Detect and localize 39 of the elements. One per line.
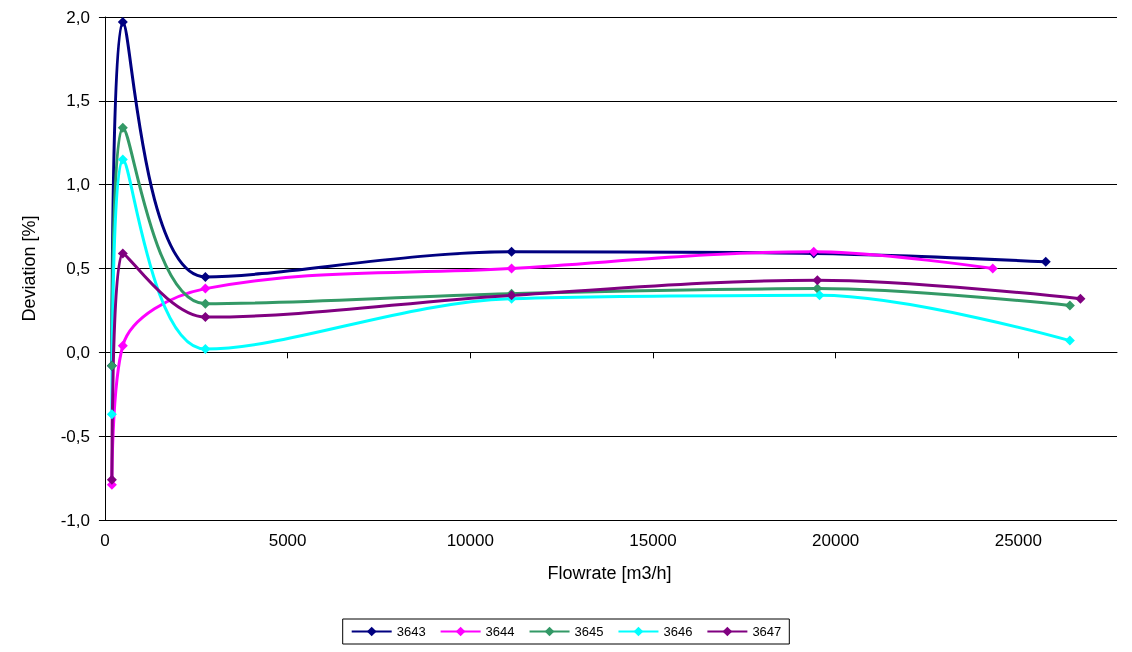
point — [117, 248, 128, 259]
point — [117, 17, 128, 28]
point — [117, 122, 128, 133]
x-tick-label: 5000 — [268, 531, 307, 550]
point — [1064, 300, 1075, 311]
y-tick-label: 1,0 — [66, 175, 90, 195]
point — [1075, 293, 1086, 304]
x-tick-label: 0 — [100, 531, 110, 550]
point — [812, 275, 823, 286]
y-tick-label: 1,5 — [66, 91, 90, 111]
point — [117, 154, 128, 165]
y-tick-label: -1,0 — [60, 510, 90, 530]
point — [117, 340, 128, 351]
point — [506, 246, 517, 257]
point — [1064, 335, 1075, 346]
y-tick-label: 0,5 — [66, 259, 90, 278]
point — [987, 263, 998, 274]
point — [506, 263, 517, 274]
point — [200, 271, 211, 282]
x-tick-label: 10000 — [446, 531, 494, 550]
point — [106, 409, 117, 420]
point — [200, 312, 211, 323]
legend-label: 3644 — [485, 624, 515, 639]
y-tick-label: -0,5 — [60, 426, 90, 446]
point — [200, 283, 211, 294]
y-tick-label: 0,0 — [66, 342, 90, 362]
y-tick-label: 2,0 — [66, 7, 90, 27]
point — [200, 343, 211, 354]
legend-label: 3646 — [663, 624, 693, 639]
x-tick-label: 25000 — [994, 531, 1042, 550]
x-tick-label: 15000 — [629, 531, 677, 550]
legend-label: 3647 — [752, 624, 782, 639]
legend-label: 3643 — [396, 624, 426, 639]
legend-label: 3645 — [574, 624, 604, 639]
y-axis-title: Deviation [%] — [19, 215, 39, 322]
point — [814, 290, 825, 301]
x-axis-title: Flowrate [m3/h] — [547, 563, 672, 583]
point — [200, 298, 211, 309]
x-tick-label: 20000 — [812, 531, 860, 550]
